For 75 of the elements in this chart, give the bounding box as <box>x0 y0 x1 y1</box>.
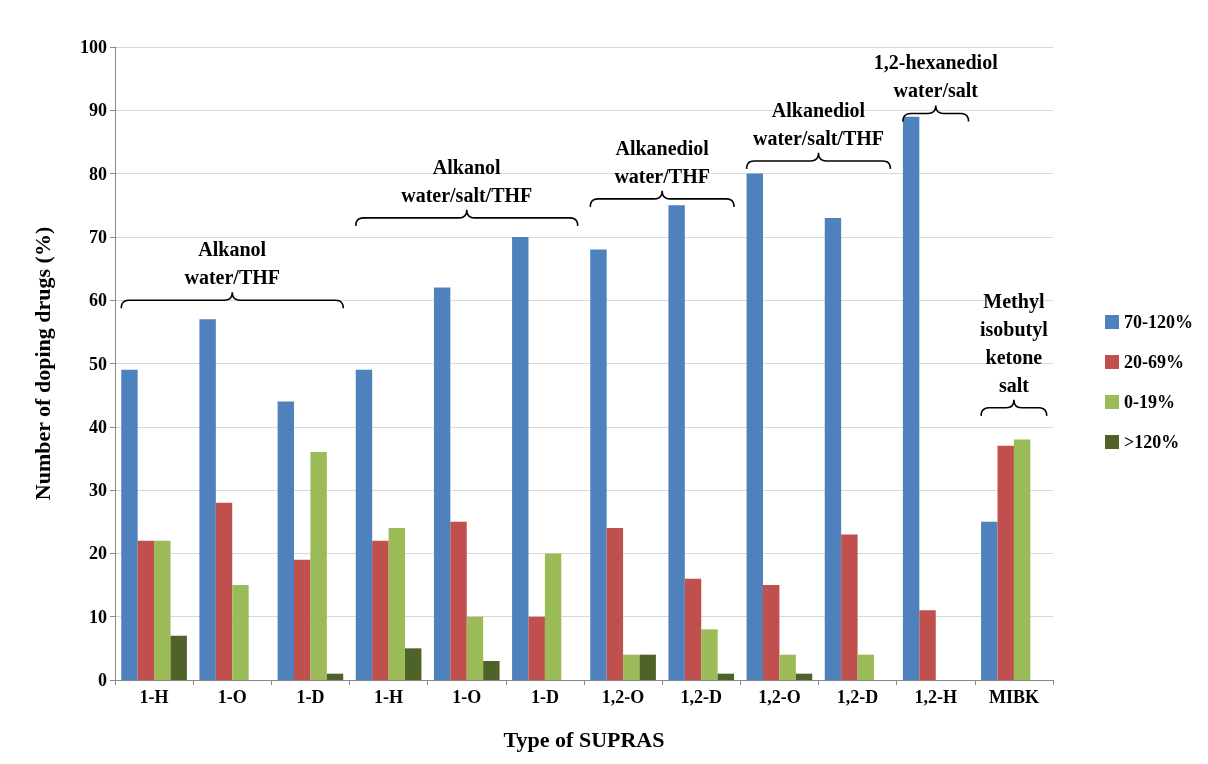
bar <box>919 610 936 680</box>
y-tick-label: 50 <box>89 353 107 374</box>
bar <box>606 528 624 680</box>
bar <box>372 540 389 680</box>
bar <box>841 534 858 680</box>
bar <box>981 521 998 680</box>
bar <box>405 648 422 680</box>
legend-label: 0-19% <box>1124 392 1176 412</box>
x-tick-label: 1-H <box>139 687 169 707</box>
bar <box>684 578 702 680</box>
x-tick-label: 1-D <box>296 687 325 707</box>
y-tick-label: 70 <box>89 226 107 247</box>
bar <box>199 319 216 680</box>
y-tick-label: 100 <box>80 37 107 57</box>
annotation: Alkanol water/THF <box>184 238 281 289</box>
bar <box>294 559 311 680</box>
bar <box>466 616 484 680</box>
bar <box>121 369 138 680</box>
y-tick-label: 0 <box>98 670 107 690</box>
bar <box>544 553 562 680</box>
bar <box>483 661 500 680</box>
bar <box>639 654 656 680</box>
bar <box>1013 439 1031 680</box>
x-tick-label: MIBK <box>988 687 1039 707</box>
y-tick-label: 10 <box>89 606 107 627</box>
bar <box>512 236 529 680</box>
bar <box>170 635 187 680</box>
x-tick-label: 1,2-D <box>836 687 879 707</box>
y-tick-label: 60 <box>89 290 107 311</box>
annotation: Alkanediol water/THF <box>614 136 710 187</box>
bar <box>668 205 685 680</box>
x-tick-label: 1,2-D <box>680 687 722 707</box>
y-tick-label: 90 <box>89 100 107 121</box>
bar <box>746 173 763 680</box>
legend-label: 20-69% <box>1124 352 1185 372</box>
bar <box>215 502 233 680</box>
bar <box>528 616 545 680</box>
bar <box>450 521 467 680</box>
bar <box>137 540 155 680</box>
x-tick-label: 1,2-H <box>914 687 957 707</box>
y-tick-label: 80 <box>89 163 107 184</box>
bar <box>326 673 344 680</box>
bar <box>763 585 780 680</box>
legend-label: 70-120% <box>1124 312 1194 332</box>
bar <box>857 654 874 680</box>
bar <box>623 654 640 680</box>
bar <box>277 401 294 680</box>
bar <box>310 452 327 680</box>
bar <box>154 540 171 680</box>
x-tick-label: 1,2-O <box>758 687 801 707</box>
y-tick-label: 20 <box>89 543 107 564</box>
bar <box>388 528 405 680</box>
legend-label: >120% <box>1124 432 1180 452</box>
y-tick-label: 40 <box>89 416 107 437</box>
bar <box>701 629 718 680</box>
bar <box>824 217 842 680</box>
y-tick-label: 30 <box>89 480 107 501</box>
bar <box>779 654 796 680</box>
bar <box>232 585 249 680</box>
bar <box>433 287 451 680</box>
x-tick-label: 1-O <box>452 687 482 707</box>
bar <box>997 445 1014 680</box>
bar <box>795 673 813 680</box>
bar <box>355 369 373 680</box>
annotation: Methyl isobutyl ketone salt <box>980 289 1049 396</box>
bar <box>717 673 735 680</box>
x-tick-label: 1-O <box>217 687 247 707</box>
x-tick-label: 1-D <box>530 687 559 707</box>
bar <box>590 249 607 680</box>
x-tick-label: 1-H <box>374 687 404 707</box>
annotation: Alkanol water/salt/THF <box>401 155 533 206</box>
x-axis-title: Type of SUPRAS <box>503 726 665 752</box>
x-tick-label: 1,2-O <box>601 687 645 707</box>
bar <box>902 116 920 680</box>
y-axis-title: Number of doping drugs (%) <box>29 226 55 501</box>
